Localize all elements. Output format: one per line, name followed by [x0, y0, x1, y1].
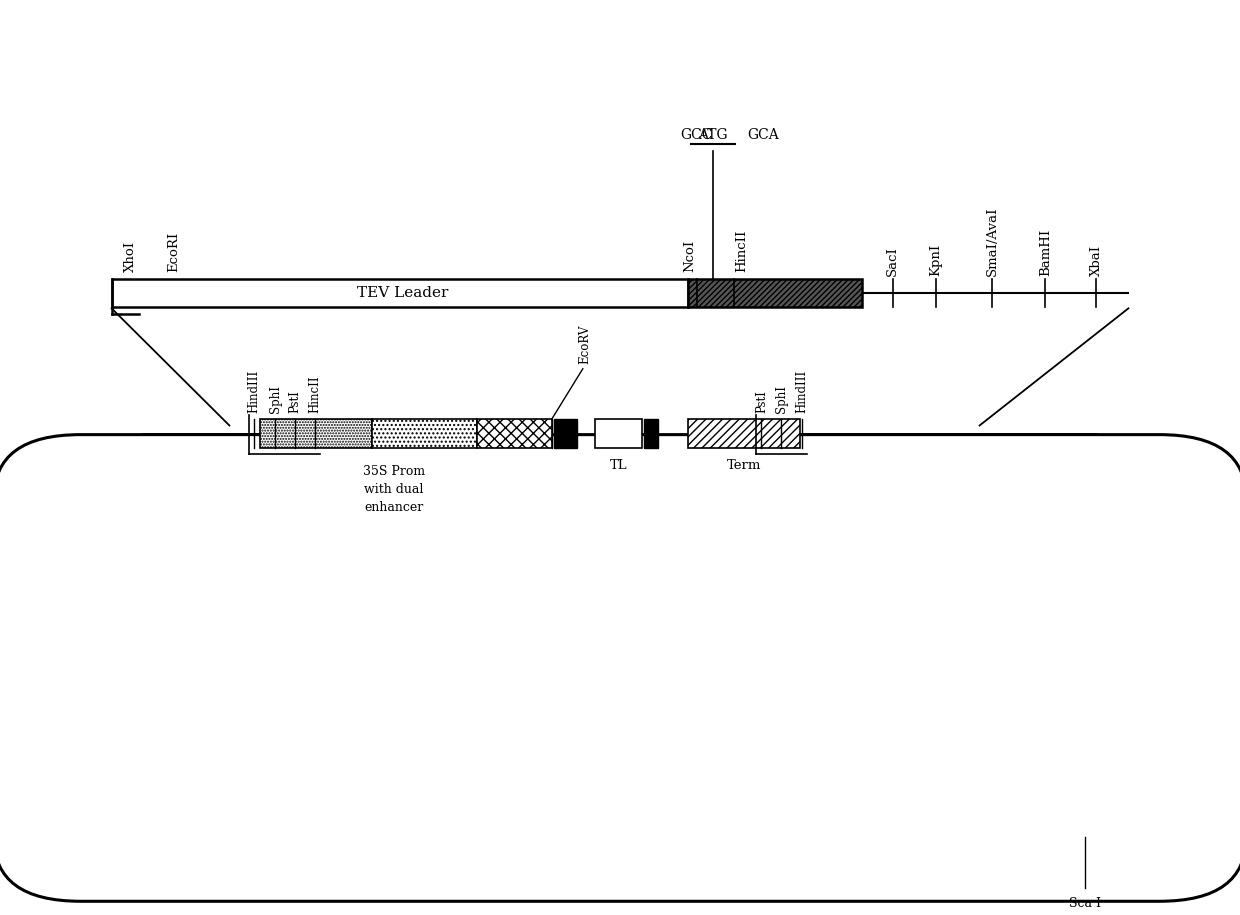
Text: PstI: PstI — [755, 390, 768, 413]
Text: GCC: GCC — [681, 128, 713, 142]
Text: 35S Prom
with dual
enhancer: 35S Prom with dual enhancer — [362, 465, 425, 514]
Text: HindIII: HindIII — [248, 370, 260, 413]
Text: SphI: SphI — [269, 384, 281, 413]
Text: BamHI: BamHI — [1039, 229, 1052, 276]
Text: Term: Term — [727, 459, 761, 472]
Bar — [477, 419, 552, 448]
Text: EcoRV: EcoRV — [579, 325, 591, 364]
Bar — [644, 419, 658, 448]
Text: HindIII: HindIII — [796, 370, 808, 413]
Bar — [260, 419, 372, 448]
Text: ATG: ATG — [698, 128, 728, 142]
Bar — [372, 419, 477, 448]
Text: SmaI/AvaI: SmaI/AvaI — [986, 207, 998, 276]
Text: KpnI: KpnI — [930, 244, 942, 276]
Bar — [688, 419, 800, 448]
Text: EcoRI: EcoRI — [167, 231, 180, 272]
Text: HincII: HincII — [735, 230, 748, 272]
FancyBboxPatch shape — [0, 435, 1240, 901]
Text: TL: TL — [610, 459, 627, 472]
Text: XbaI: XbaI — [1090, 245, 1102, 276]
Text: SphI: SphI — [775, 384, 787, 413]
Bar — [112, 279, 688, 307]
Text: XhoI: XhoI — [124, 241, 136, 272]
Bar — [688, 279, 862, 307]
Text: PstI: PstI — [289, 390, 301, 413]
Text: SacI: SacI — [887, 246, 899, 276]
Bar — [554, 419, 577, 448]
Text: HincII: HincII — [309, 375, 321, 413]
Bar — [595, 419, 642, 448]
Text: TEV Leader: TEV Leader — [357, 285, 449, 300]
Text: NcoI: NcoI — [683, 240, 696, 272]
Text: Sca I: Sca I — [1069, 897, 1101, 910]
Text: GCA: GCA — [748, 128, 780, 142]
